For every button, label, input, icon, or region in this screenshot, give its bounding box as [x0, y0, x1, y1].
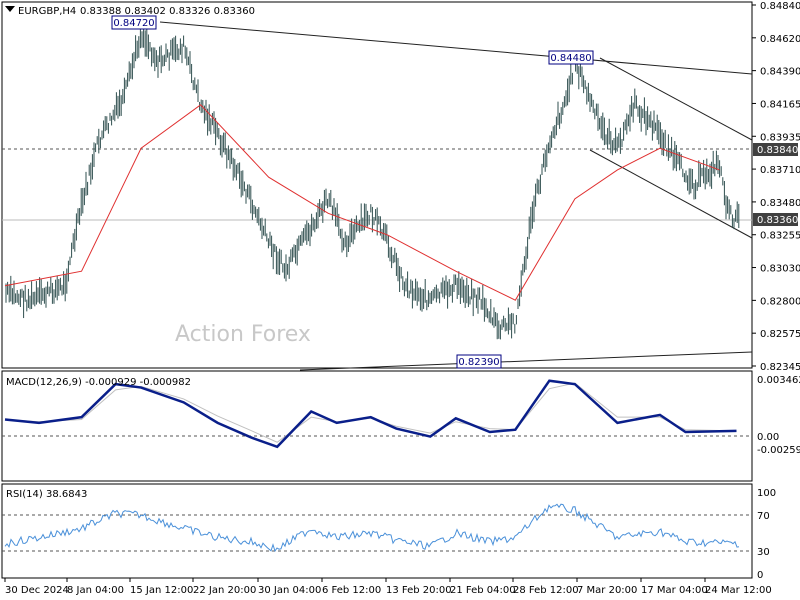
rsi-scale-30: 30 [757, 547, 770, 558]
time-tick-label: 15 Jan 12:00 [130, 585, 193, 596]
price-tick-label: 0.84620 [760, 34, 800, 45]
price-tick-label: 0.84390 [760, 67, 800, 78]
time-tick-label: 30 Dec 2024 [5, 585, 69, 596]
price-tick-label: 0.83030 [760, 264, 800, 275]
time-tick-label: 28 Feb 12:00 [513, 585, 579, 596]
level-marker: 0.83840 [753, 143, 798, 156]
rsi-line [4, 503, 740, 553]
macd-scale-top: 0.003462 [757, 375, 800, 386]
time-tick-label: 6 Feb 12:00 [322, 585, 381, 596]
rsi-scale-100: 100 [757, 488, 776, 499]
price-tick-label: 0.83480 [760, 198, 800, 209]
price-tick-label: 0.83935 [760, 132, 800, 143]
rsi-scale-70: 70 [757, 511, 770, 522]
macd-scale-bottom: -0.002593 [757, 445, 800, 456]
upper-trendline [159, 21, 753, 75]
time-tick-label: 13 Feb 20:00 [386, 585, 452, 596]
time-tick-label: 21 Feb 04:00 [450, 585, 516, 596]
second-high-label: 0.84480 [550, 53, 591, 64]
macd-panel [1, 370, 753, 482]
candlestick-series [5, 20, 740, 340]
symbol-label: EURGBP,H4 [18, 6, 76, 17]
watermark: Action Forex [175, 322, 311, 347]
time-tick-label: 8 Jan 04:00 [67, 585, 124, 596]
rsi-scale-0: 0 [757, 570, 763, 581]
macd-line [4, 379, 737, 449]
price-header: EURGBP,H4 0.83388 0.83402 0.83326 0.8336… [5, 6, 255, 17]
channel-upper-line [599, 57, 753, 141]
collapse-triangle-icon [5, 6, 15, 12]
level-marker-label: 0.83840 [757, 145, 798, 156]
price-axis: 0.84840 0.84620 0.84390 0.84165 0.83935 0.837… [752, 1, 800, 373]
channel-lower-line [589, 149, 753, 239]
low-label: 0.82390 [458, 357, 499, 368]
macd-scale-zero: 0.00 [757, 432, 779, 443]
moving-average-line [4, 104, 720, 301]
time-tick-label: 30 Jan 04:00 [258, 585, 321, 596]
rsi-panel [1, 483, 753, 579]
current-price-marker: 0.83360 [753, 213, 798, 226]
time-tick-label: 24 Mar 12:00 [705, 585, 772, 596]
high-label: 0.84720 [113, 18, 154, 29]
price-tick-label: 0.82800 [760, 296, 800, 307]
ohlc-values: 0.83388 0.83402 0.83326 0.83360 [80, 6, 255, 17]
second-high-annotation: 0.84480 [548, 50, 594, 65]
price-panel [1, 1, 753, 369]
current-price-label: 0.83360 [757, 215, 798, 226]
low-annotation: 0.82390 [456, 354, 502, 369]
price-tick-label: 0.83255 [760, 231, 800, 242]
lower-trendline [299, 351, 753, 371]
rsi-title: RSI(14) 38.6843 [6, 489, 87, 500]
time-tick-label: 17 Mar 04:00 [641, 585, 708, 596]
price-tick-label: 0.82575 [760, 329, 800, 340]
price-tick-label: 0.82345 [760, 362, 800, 373]
price-tick-label: 0.84165 [760, 99, 800, 110]
time-tick-label: 7 Mar 20:00 [577, 585, 637, 596]
price-tick-label: 0.83710 [760, 165, 800, 176]
high-annotation: 0.84720 [111, 15, 157, 30]
macd-title: MACD(12,26,9) -0.000929 -0.000982 [6, 377, 191, 388]
time-tick-label: 22 Jan 20:00 [193, 585, 256, 596]
price-tick-label: 0.84840 [760, 1, 800, 12]
